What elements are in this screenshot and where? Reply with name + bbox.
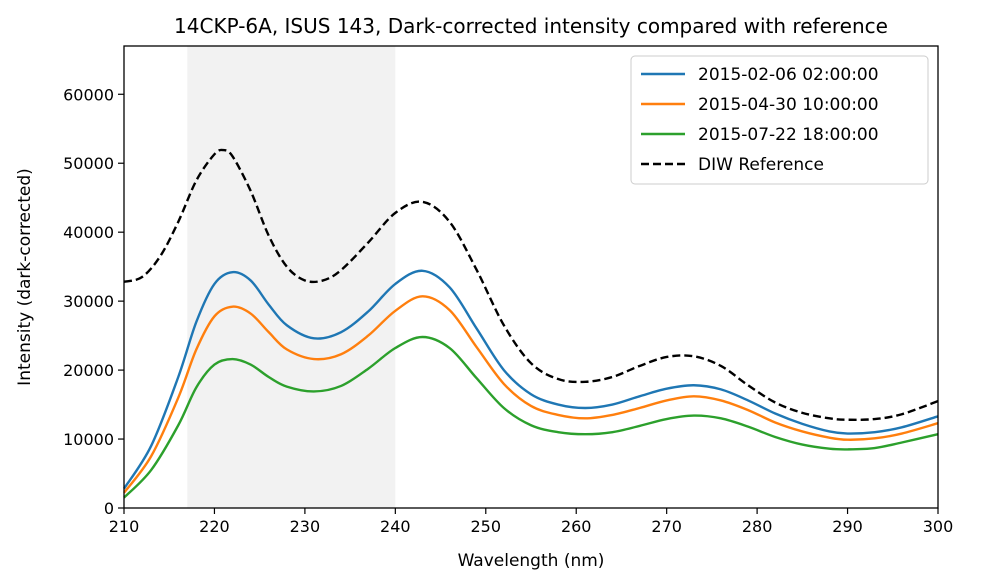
legend: 2015-02-06 02:00:00 2015-04-30 10:00:00 20…: [630, 55, 929, 185]
x-tick-label: 300: [923, 517, 954, 536]
plot-frame: [123, 45, 939, 509]
x-tick-label: 280: [742, 517, 773, 536]
y-axis-label: Intensity (dark-corrected): [15, 168, 35, 386]
x-tick-label: 290: [832, 517, 863, 536]
legend-label: DIW Reference: [698, 155, 824, 175]
y-tick-label: 50000: [63, 154, 114, 173]
series-layer: [122, 148, 939, 499]
legend-label: 2015-02-06 02:00:00: [698, 65, 879, 85]
shaded-region: [187, 46, 396, 508]
legend-box: [630, 55, 929, 185]
x-axis-label: Wavelength (nm): [458, 551, 605, 571]
y-tick-label: 60000: [63, 85, 114, 104]
x-tick-label: 230: [290, 517, 321, 536]
legend-label: 2015-07-22 18:00:00: [698, 125, 879, 145]
chart-title: 14CKP-6A, ISUS 143, Dark-corrected inten…: [174, 14, 888, 38]
x-tick-label: 210: [109, 517, 140, 536]
y-tick-label: 20000: [63, 361, 114, 380]
legend-items: 2015-02-06 02:00:00 2015-04-30 10:00:00 20…: [641, 65, 879, 175]
y-tick-label: 0: [104, 499, 114, 518]
legend-label: 2015-04-30 10:00:00: [698, 95, 879, 115]
series-line-3: [123, 335, 939, 499]
series-line-1: [122, 269, 939, 490]
x-tick-label: 250: [471, 517, 502, 536]
x-axis-ticks: 210 220 230 240 250 260 270 280 290 300: [109, 508, 954, 536]
series-line-4: [123, 148, 939, 422]
x-tick-label: 270: [651, 517, 682, 536]
x-tick-label: 220: [199, 517, 230, 536]
y-axis-ticks: 0 10000 20000 30000 40000 50000 60000: [63, 85, 124, 518]
y-tick-label: 10000: [63, 430, 114, 449]
y-tick-label: 40000: [63, 223, 114, 242]
x-tick-label: 240: [380, 517, 411, 536]
shaded-region-layer: [187, 46, 396, 508]
y-tick-label: 30000: [63, 292, 114, 311]
x-tick-label: 260: [561, 517, 592, 536]
series-line-2: [123, 295, 939, 494]
